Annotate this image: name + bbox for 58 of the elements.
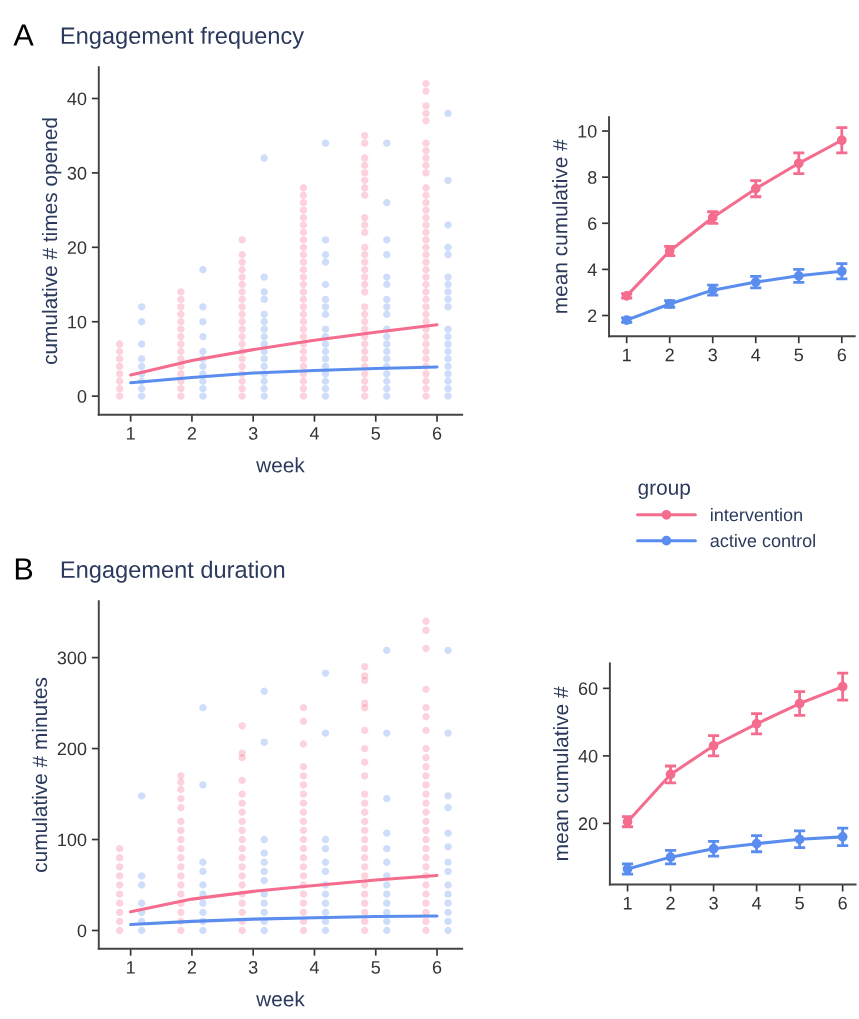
y-axis-title: cumulative # minutes <box>31 677 48 872</box>
y-tick-label: 40 <box>578 749 598 763</box>
x-tick-label: 6 <box>837 348 847 362</box>
x-tick-label: 6 <box>432 427 442 440</box>
x-tick-label: 4 <box>752 896 762 910</box>
y-tick-label: 100 <box>58 833 87 847</box>
x-tick-label: 1 <box>623 348 631 362</box>
x-tick-label: 4 <box>309 427 319 440</box>
y-tick-label: 60 <box>578 682 598 696</box>
x-tick-label: 5 <box>795 896 804 910</box>
x-tick-label: 1 <box>623 896 632 910</box>
y-tick-label: 2 <box>588 309 597 323</box>
x-tick-label: 6 <box>838 896 847 910</box>
legend-label: intervention <box>710 508 802 522</box>
x-tick-label: 5 <box>371 961 381 974</box>
y-axis-title: mean cumulative # <box>553 686 569 860</box>
line-series <box>129 873 439 914</box>
x-tick-label: 4 <box>751 348 761 362</box>
y-tick-label: 8 <box>587 171 597 184</box>
x-tick-label: 2 <box>187 427 197 440</box>
y-tick-label: 30 <box>67 166 87 180</box>
x-tick-label: 2 <box>666 896 675 910</box>
x-tick-label: 6 <box>432 960 442 974</box>
x-axis-title: week <box>256 457 305 473</box>
x-tick-label: 3 <box>248 427 258 440</box>
y-tick-label: 6 <box>588 217 597 230</box>
x-tick-label: 3 <box>248 960 258 974</box>
x-tick-label: 1 <box>127 961 135 974</box>
x-tick-label: 2 <box>665 348 674 362</box>
y-tick-label: 10 <box>68 315 87 329</box>
legend-label: active control <box>710 533 815 548</box>
y-axis-title: mean cumulative # <box>552 139 568 313</box>
x-tick-label: 5 <box>794 348 804 362</box>
x-tick-label: 4 <box>309 961 319 974</box>
line-series <box>129 323 439 377</box>
y-tick-label: 0 <box>77 390 87 403</box>
x-tick-label: 3 <box>708 348 717 362</box>
x-axis-title: week <box>256 991 305 1007</box>
y-tick-label: 300 <box>57 651 87 665</box>
x-tick-label: 5 <box>371 427 381 440</box>
y-axis-title: cumulative # times opened <box>41 118 62 365</box>
y-tick-label: 200 <box>57 742 87 756</box>
y-tick-label: 4 <box>587 263 597 276</box>
chart-title: Engagement duration <box>61 560 285 583</box>
line-series <box>129 914 439 927</box>
legend-title: group <box>638 483 690 500</box>
y-tick-label: 20 <box>578 817 598 831</box>
chart-title: Engagement frequency <box>61 26 305 49</box>
x-tick-label: 1 <box>127 427 135 440</box>
y-tick-label: 40 <box>67 92 87 106</box>
text: B <box>15 558 33 580</box>
line-series <box>129 365 439 385</box>
y-tick-label: 0 <box>77 924 87 938</box>
x-tick-label: 2 <box>187 960 197 974</box>
x-tick-label: 3 <box>709 896 718 910</box>
text: A <box>13 24 34 46</box>
y-tick-label: 20 <box>67 241 87 255</box>
y-tick-label: 10 <box>578 124 597 138</box>
